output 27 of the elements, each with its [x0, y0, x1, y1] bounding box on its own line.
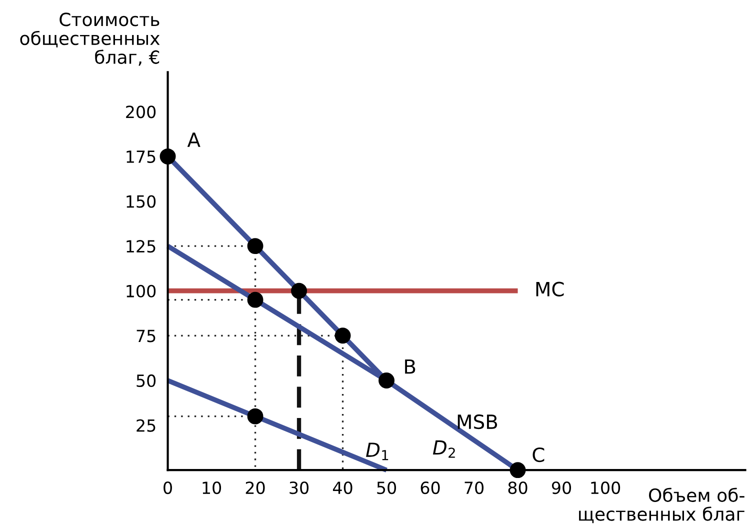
y-tick-label: 175	[126, 150, 156, 164]
y-tick-label: 50	[136, 374, 156, 388]
x-tick-label: 60	[420, 481, 440, 494]
annotation: D$_{2}$	[432, 440, 455, 458]
x-tick-label: 50	[377, 481, 396, 494]
x-tick-label: 90	[552, 481, 572, 494]
annotation: MSB	[458, 414, 498, 430]
y-tick-label: 25	[136, 419, 156, 432]
y-tick-label: 75	[136, 330, 156, 342]
x-tick-label: 0	[164, 481, 172, 494]
x-tick-label: 30	[290, 481, 309, 494]
annotation: D$_{1}$	[366, 442, 388, 460]
x-tick-label: 70	[464, 481, 484, 494]
y-axis-title: Стоимость общественных благ, €	[20, 12, 160, 66]
y-tick-label: 200	[126, 106, 156, 118]
annotation: MC	[536, 282, 564, 296]
annotation: C	[532, 447, 544, 462]
x-tick-label: 40	[332, 481, 352, 494]
x-tick-label: 100	[591, 481, 620, 494]
y-tick-label: 100	[126, 284, 156, 298]
annotation: B	[405, 359, 416, 374]
x-tick-label: 80	[508, 481, 528, 494]
x-tick-label: 10	[202, 481, 222, 494]
y-tick-label: 150	[126, 195, 156, 208]
annotation: A	[187, 132, 200, 147]
x-tick-label: 20	[246, 481, 265, 494]
y-tick-label: 125	[126, 240, 156, 253]
